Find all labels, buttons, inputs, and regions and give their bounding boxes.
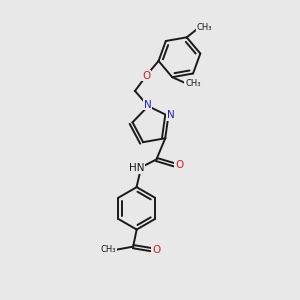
Text: O: O bbox=[175, 160, 184, 170]
Text: CH₃: CH₃ bbox=[196, 23, 212, 32]
Text: O: O bbox=[142, 71, 150, 81]
Text: HN: HN bbox=[129, 163, 144, 173]
Text: N: N bbox=[167, 110, 175, 120]
Text: CH₃: CH₃ bbox=[101, 245, 116, 254]
Text: N: N bbox=[144, 100, 152, 110]
Text: CH₃: CH₃ bbox=[185, 79, 201, 88]
Text: O: O bbox=[152, 244, 160, 255]
